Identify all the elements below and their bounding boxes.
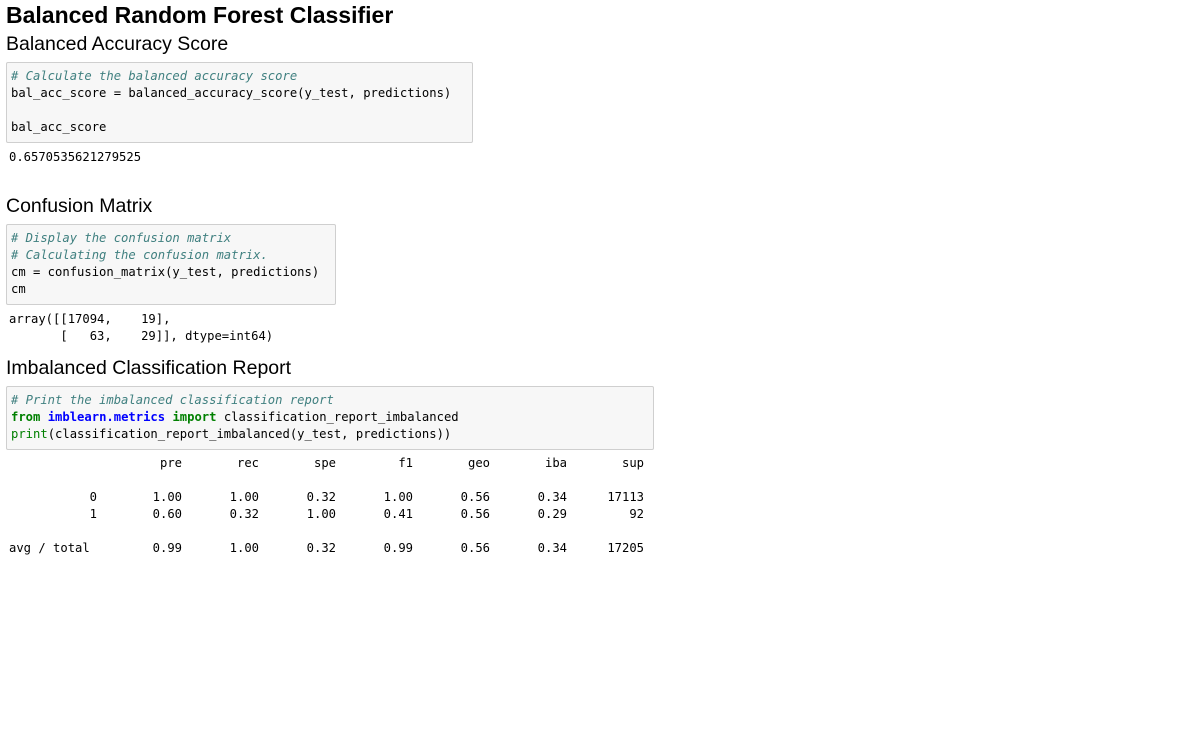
row-label: 1: [89, 507, 97, 521]
code-comment: # Calculate the balanced accuracy score: [11, 69, 298, 83]
code-line: bal_acc_score = balanced_accuracy_score(…: [11, 86, 452, 100]
report-cell: 0.29: [537, 507, 567, 521]
report-cell: sup: [621, 456, 644, 470]
output-line: array([[17094, 19],: [9, 312, 171, 326]
code-comment: # Print the imbalanced classification re…: [11, 393, 334, 407]
print-args: (classification_report_imbalanced(y_test…: [47, 427, 452, 441]
report-cell: 1.00: [229, 541, 259, 555]
report-cell: 17205: [607, 541, 644, 555]
confusion-heading: Confusion Matrix: [6, 195, 153, 217]
report-cell: 0.32: [306, 541, 336, 555]
accuracy-output: 0.6570535621279525: [9, 149, 141, 166]
import-name: classification_report_imbalanced: [216, 410, 459, 424]
report-cell: 0.56: [460, 541, 490, 555]
report-cell: geo: [467, 456, 490, 470]
report-cell: 0.56: [460, 507, 490, 521]
print-line: print(classification_report_imbalanced(y…: [11, 426, 653, 443]
confusion-code-cell[interactable]: # Display the confusion matrix # Calcula…: [6, 224, 336, 305]
code-line: cm = confusion_matrix(y_test, prediction…: [11, 265, 320, 279]
report-cell: 92: [629, 507, 644, 521]
accuracy-heading: Balanced Accuracy Score: [6, 33, 229, 55]
output-value: 0.6570535621279525: [9, 150, 142, 164]
page-title: Balanced Random Forest Classifier: [6, 2, 394, 28]
report-cell: 1.00: [152, 490, 182, 504]
report-heading: Imbalanced Classification Report: [6, 357, 292, 379]
report-cell: 1.00: [306, 507, 336, 521]
keyword-from: from: [11, 410, 41, 424]
keyword-import: import: [172, 410, 217, 424]
report-cell: spe: [313, 456, 336, 470]
report-cell: iba: [544, 456, 567, 470]
code-line: bal_acc_score: [11, 120, 107, 134]
code-line: [11, 102, 472, 119]
row-label: avg / total: [9, 541, 90, 555]
output-line: [ 63, 29]], dtype=int64): [9, 329, 274, 343]
report-cell: 17113: [607, 490, 644, 504]
report-cell: 1.00: [383, 490, 413, 504]
module-name: imblearn.metrics: [47, 410, 166, 424]
import-line: from imblearn.metrics import classificat…: [11, 409, 653, 426]
report-cell: 0.34: [537, 490, 567, 504]
report-cell: 0.32: [229, 507, 259, 521]
code-line: cm: [11, 282, 26, 296]
report-cell: 0.99: [383, 541, 413, 555]
report-cell: 0.60: [152, 507, 182, 521]
print-function: print: [11, 427, 48, 441]
code-comment: # Display the confusion matrix: [11, 231, 232, 245]
report-cell: 0.32: [306, 490, 336, 504]
report-cell: 0.34: [537, 541, 567, 555]
report-cell: 0.99: [152, 541, 182, 555]
accuracy-code-cell[interactable]: # Calculate the balanced accuracy score …: [6, 62, 473, 143]
report-cell: 1.00: [229, 490, 259, 504]
report-cell: f1: [398, 456, 413, 470]
report-code-cell[interactable]: # Print the imbalanced classification re…: [6, 386, 654, 450]
report-cell: rec: [236, 456, 259, 470]
report-cell: 0.56: [460, 490, 490, 504]
confusion-output: array([[17094, 19], [ 63, 29]], dtype=in…: [9, 311, 273, 345]
report-cell: pre: [159, 456, 182, 470]
code-comment: # Calculating the confusion matrix.: [11, 248, 268, 262]
report-cell: 0.41: [383, 507, 413, 521]
row-label: 0: [89, 490, 97, 504]
